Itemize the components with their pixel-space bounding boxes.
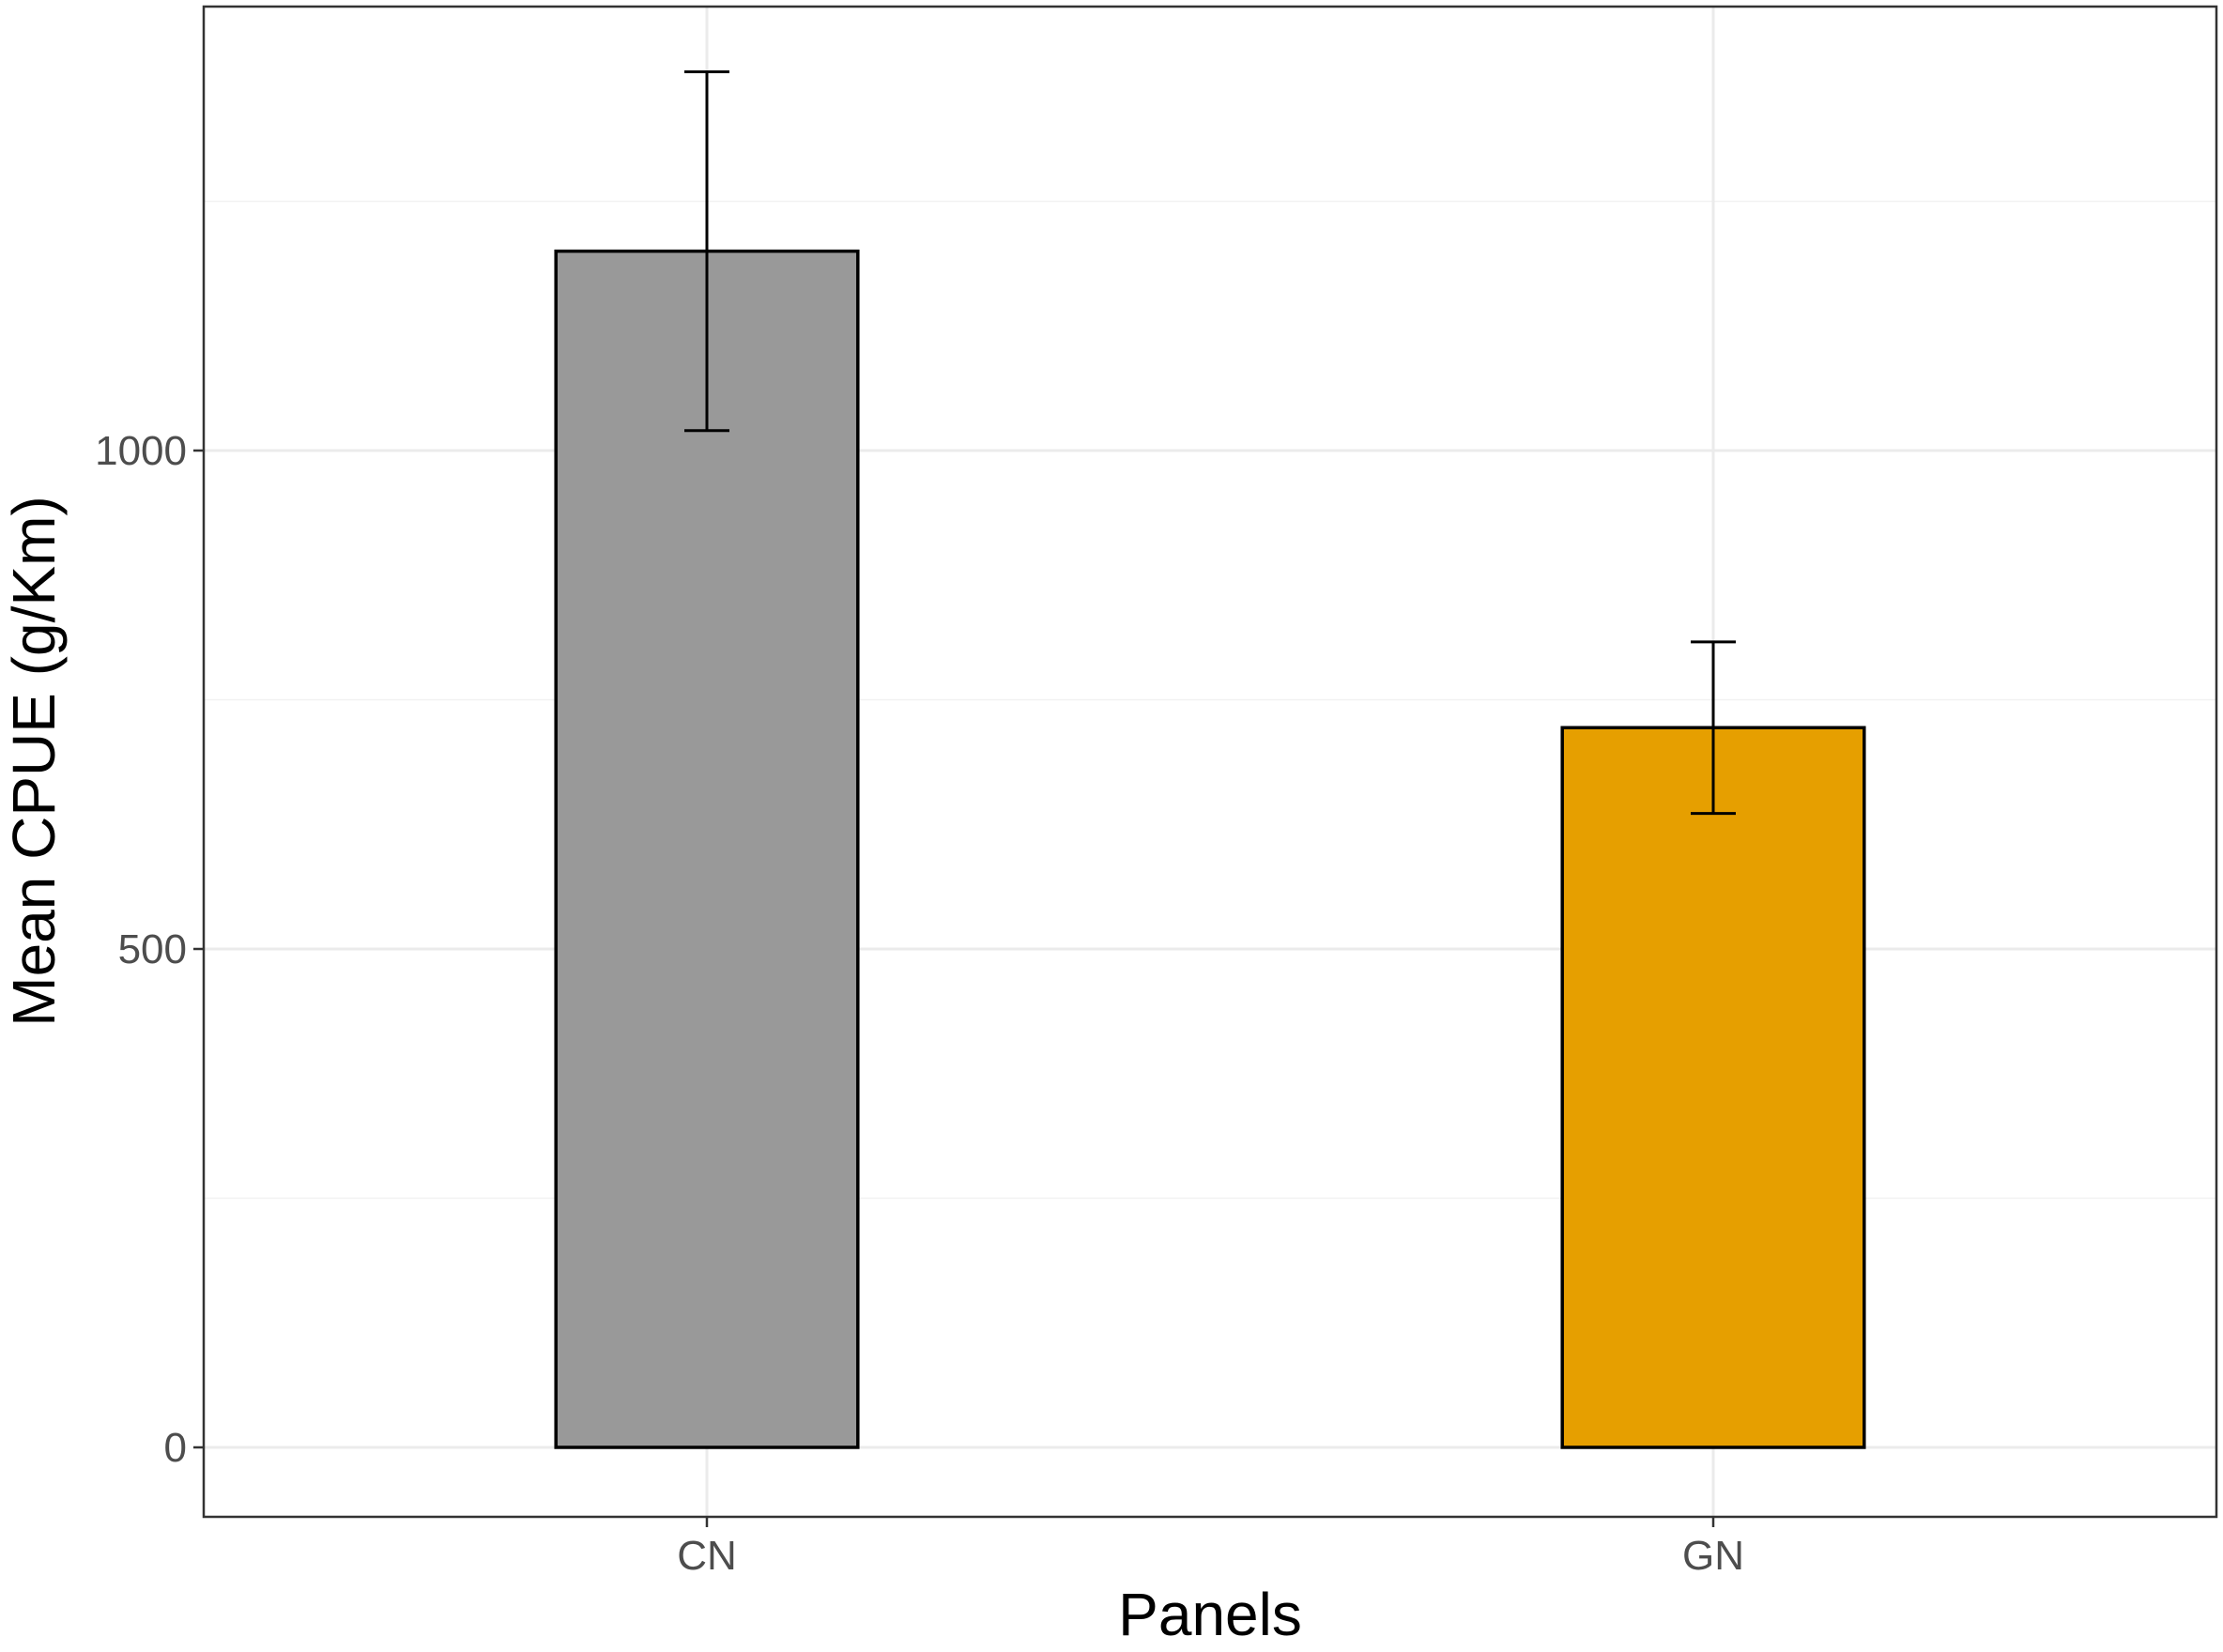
plot-panel: [204, 7, 2216, 1517]
x-tick-label-cn: CN: [677, 1533, 737, 1579]
y-tick-label: 500: [118, 926, 187, 972]
x-tick-label-gn: GN: [1682, 1533, 1744, 1579]
error-bar-cn: [684, 69, 729, 433]
x-axis-title: Panels: [1118, 1581, 1302, 1648]
y-axis: 0 500 1000: [95, 428, 204, 1471]
y-tick-label: 1000: [95, 428, 187, 474]
error-bars-group: [684, 69, 1736, 816]
y-axis-title: Mean CPUE (g/Km): [0, 496, 68, 1026]
bar-cn: [554, 249, 860, 1449]
x-axis: CN GN: [677, 1517, 1744, 1579]
error-bar-gn: [1691, 640, 1736, 816]
bars-group: [554, 249, 1866, 1449]
plot-border: [202, 5, 2218, 1519]
y-tick-label: 0: [164, 1425, 187, 1471]
bar-gn: [1560, 726, 1866, 1449]
